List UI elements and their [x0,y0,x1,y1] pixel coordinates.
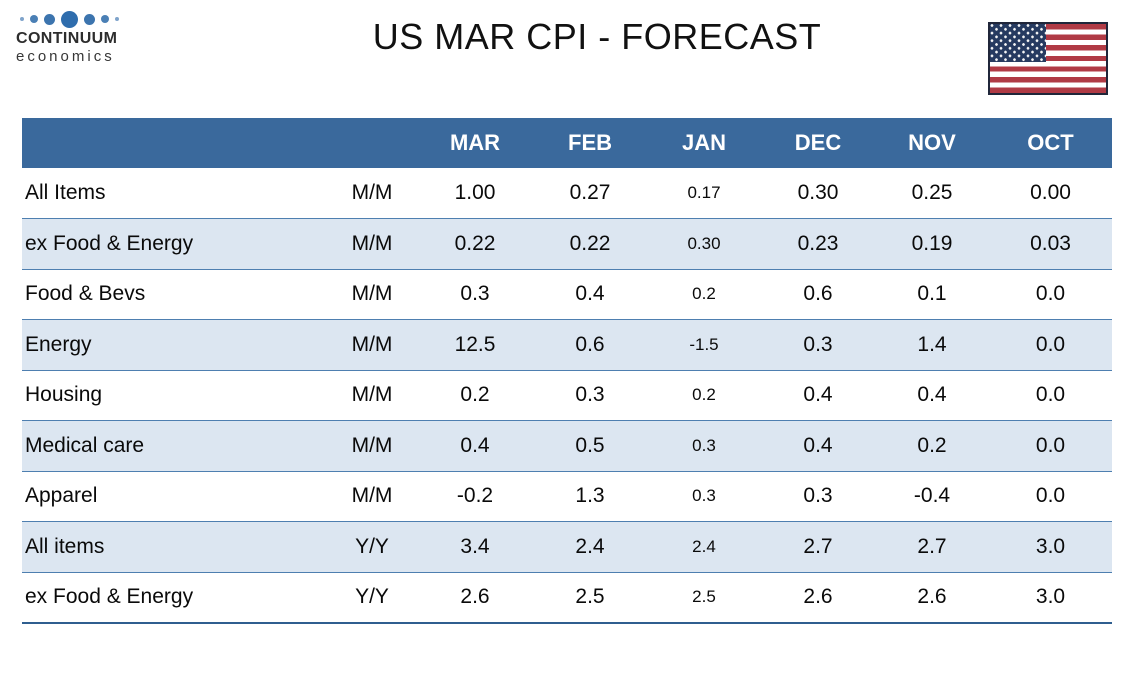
cell-value: 0.6 [575,332,605,356]
header-cell-mar: MAR [449,130,501,155]
row-label: Housing [25,383,103,407]
cell-value: 0.3 [692,486,716,506]
logo-dots-icon [20,10,119,28]
header-cell-nov: NOV [908,130,956,155]
table-row: ex Food & Energy Y/Y 2.6 2.5 2.5 2.6 2.6 3.0 [22,572,1112,623]
cell-value: -1.5 [689,334,719,354]
header-cell-label [22,118,327,168]
table-row: All Items M/M 1.00 0.27 0.17 0.30 0.25 0.00 [22,168,1112,219]
cell-value: 0.4 [917,383,947,407]
table-row: Energy M/M 12.5 0.6 -1.5 0.3 1.4 0.0 [22,319,1112,370]
cell-value: 2.6 [460,585,490,608]
cell-value: 1.3 [575,484,605,508]
cell-value: 0.19 [911,231,953,255]
cell-value: 0.3 [692,435,716,455]
cell-value: 0.22 [569,231,611,255]
cell-value: 0.3 [803,332,833,356]
table-row: All items Y/Y 3.4 2.4 2.4 2.7 2.7 3.0 [22,521,1112,572]
row-frequency: M/M [351,181,393,204]
row-frequency: Y/Y [355,534,389,558]
cell-value: 0.2 [917,433,947,457]
row-frequency: M/M [351,231,393,255]
cell-value: 0.4 [460,433,490,457]
row-label: ex Food & Energy [25,585,194,608]
header-cell-dec: DEC [794,130,842,155]
cell-value: 0.23 [797,231,839,255]
cell-value: 0.0 [1035,433,1066,457]
page-title: US MAR CPI - FORECAST [372,16,822,57]
cell-value: 0.4 [803,383,833,407]
cell-value: 0.3 [575,383,605,407]
cell-value: 0.0 [1035,484,1066,508]
row-frequency: Y/Y [355,585,389,608]
table-body: All Items M/M 1.00 0.27 0.17 0.30 0.25 0.00 ex F… [22,168,1112,623]
cell-value: 2.6 [917,585,947,608]
cell-value: 0.0 [1035,383,1066,407]
cell-value: 0.1 [917,282,947,306]
cell-value: 2.4 [575,534,605,558]
row-frequency: M/M [351,383,393,407]
cpi-forecast-table: MAR FEB JAN DEC NOV OCT All Items M/M 1.00… [22,118,1112,624]
table-row: Housing M/M 0.2 0.3 0.2 0.4 0.4 0.0 [22,370,1112,421]
cell-value: -0.2 [456,484,494,508]
cell-value: 0.27 [569,181,611,204]
cell-value: 0.22 [454,231,496,255]
row-frequency: M/M [351,484,393,508]
cell-value: 0.6 [803,282,833,306]
continuum-economics-logo: CONTINUUM economics [16,10,119,66]
row-label: Food & Bevs [25,282,146,306]
cell-value: 0.17 [687,183,721,202]
cell-value: 0.2 [460,383,490,407]
cell-value: 2.6 [803,585,833,608]
cell-value: 0.2 [692,284,716,304]
table-row: ex Food & Energy M/M 0.22 0.22 0.30 0.23 0.19 0… [22,218,1112,269]
cell-value: 1.4 [917,332,947,356]
cell-value: 2.7 [803,534,833,558]
row-label: Medical care [25,433,145,457]
header-cell-jan: JAN [681,130,726,155]
cell-value: 0.00 [1030,181,1071,204]
row-label: All Items [25,181,106,204]
cell-value: 0.03 [1030,231,1071,255]
row-label: ex Food & Energy [25,231,194,255]
cell-value: -0.4 [913,484,951,508]
table-row: Food & Bevs M/M 0.3 0.4 0.2 0.6 0.1 0.0 [22,269,1112,320]
cell-value: 12.5 [454,332,496,356]
cell-value: 0.4 [803,433,833,457]
cell-value: 0.30 [797,181,839,204]
cell-value: 3.4 [460,534,490,558]
cell-value: 0.30 [687,233,721,253]
cell-value: 2.5 [575,585,605,608]
table-header-row: MAR FEB JAN DEC NOV OCT [22,118,1112,168]
cell-value: 3.0 [1035,534,1066,558]
header-cell-freq [327,118,417,168]
cell-value: 0.3 [803,484,833,508]
cell-value: 3.0 [1035,585,1066,608]
logo-subname: economics [16,48,115,66]
row-frequency: M/M [351,332,393,356]
row-frequency: M/M [351,433,393,457]
cell-value: 2.5 [692,587,716,606]
cell-value: 1.00 [454,181,496,204]
row-label: Apparel [25,484,98,508]
row-frequency: M/M [351,282,393,306]
cell-value: 0.0 [1035,282,1066,306]
table-row: Apparel M/M -0.2 1.3 0.3 0.3 -0.4 0.0 [22,471,1112,522]
header-cell-oct: OCT [1027,130,1074,155]
cell-value: 0.4 [575,282,605,306]
us-flag-icon [988,22,1108,95]
cell-value: 0.3 [460,282,490,306]
cell-value: 0.0 [1035,332,1066,356]
cell-value: 0.2 [692,385,716,405]
row-label: All items [25,534,105,558]
cell-value: 0.25 [911,181,953,204]
cell-value: 2.4 [692,536,716,556]
header-cell-feb: FEB [568,130,612,155]
us-flag-canton [990,24,1046,62]
logo-name: CONTINUUM [16,30,118,47]
cell-value: 0.5 [575,433,605,457]
row-label: Energy [25,332,92,356]
cell-value: 2.7 [917,534,947,558]
table-row: Medical care M/M 0.4 0.5 0.3 0.4 0.2 0.0 [22,420,1112,471]
